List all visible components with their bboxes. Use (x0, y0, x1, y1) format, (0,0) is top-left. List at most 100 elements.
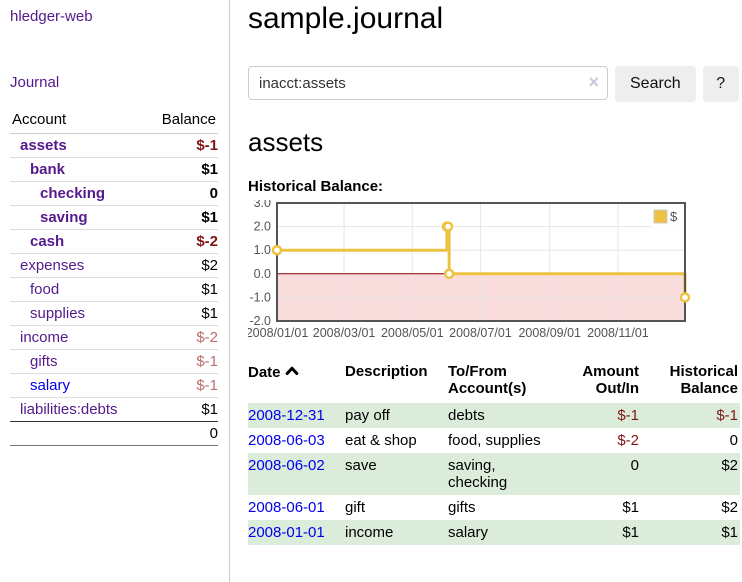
register-table: Date Description To/From Account(s) Amou… (248, 361, 740, 545)
app-brand-link[interactable]: hledger-web (10, 8, 93, 25)
account-balance: $-1 (144, 373, 218, 398)
register-row: 2008-01-01 income salary $1 $1 (248, 520, 740, 545)
register-row: 2008-06-01 gift gifts $1 $2 (248, 495, 740, 520)
accounts-total-balance: 0 (144, 421, 218, 446)
sort-ascending-icon (285, 363, 299, 380)
register-header-description: Description (345, 363, 428, 380)
transaction-description: income (345, 524, 394, 541)
svg-text:2008/09/01: 2008/09/01 (518, 326, 581, 340)
register-table-body: 2008-12-31 pay off debts $-1 $-1 2008-06-03 ea… (248, 403, 740, 545)
account-link[interactable]: supplies (30, 305, 86, 322)
transaction-accounts: food, supplies (448, 432, 541, 449)
svg-text:1.0: 1.0 (254, 243, 271, 257)
account-row: income $-2 (10, 325, 218, 350)
svg-text:2008/05/01: 2008/05/01 (381, 326, 444, 340)
account-link[interactable]: gifts (30, 353, 58, 370)
transaction-accounts: debts (448, 407, 485, 424)
account-balance: 0 (144, 181, 218, 206)
help-button[interactable]: ? (702, 66, 739, 102)
historical-balance-chart: 3.0 2.0 1.0 0.0 -1.0 -2.0 2008/01/01 2008/03/01… (246, 196, 742, 347)
account-balance: $-1 (144, 133, 218, 158)
accounts-table-body: assets $-1 bank $1 checking 0 saving $1 cash $-2 e… (10, 133, 218, 422)
transaction-date-link[interactable]: 2008-01-01 (248, 524, 325, 541)
register-header-balance: Historical Balance (669, 363, 738, 397)
account-link[interactable]: assets (20, 137, 67, 154)
account-link[interactable]: saving (40, 209, 88, 226)
svg-text:2008/01/01: 2008/01/01 (248, 326, 308, 340)
transaction-date-link[interactable]: 2008-06-01 (248, 499, 325, 516)
search-input[interactable] (248, 66, 608, 100)
search-button[interactable]: Search (615, 66, 696, 102)
account-link[interactable]: salary (30, 377, 71, 394)
svg-text:2008/03/01: 2008/03/01 (313, 326, 376, 340)
transaction-description: save (345, 457, 377, 474)
account-row: food $1 (10, 277, 218, 302)
account-link[interactable]: cash (30, 233, 65, 250)
account-row: checking 0 (10, 181, 218, 206)
account-row: expenses $2 (10, 253, 218, 278)
account-row: assets $-1 (10, 133, 218, 158)
svg-text:2008/07/01: 2008/07/01 (449, 326, 512, 340)
account-row: saving $1 (10, 205, 218, 230)
account-balance: $-2 (144, 325, 218, 350)
account-row: salary $-1 (10, 373, 218, 398)
account-balance: $1 (144, 397, 218, 422)
account-heading: assets (248, 127, 324, 157)
register-row: 2008-06-02 save saving, checking 0 $2 (248, 453, 740, 495)
account-row: cash $-2 (10, 229, 218, 254)
account-link[interactable]: checking (40, 185, 106, 202)
transaction-amount: $1 (622, 524, 639, 541)
register-row: 2008-12-31 pay off debts $-1 $-1 (248, 403, 740, 428)
accounts-table: Account Balance assets $-1 bank $1 checking 0… (10, 107, 218, 446)
account-balance: $1 (144, 205, 218, 230)
chart-legend-label: $ (670, 209, 678, 224)
transaction-balance: $1 (721, 524, 738, 541)
account-link[interactable]: income (20, 329, 69, 346)
account-link[interactable]: bank (30, 161, 66, 178)
transaction-date-link[interactable]: 2008-06-03 (248, 432, 325, 449)
transaction-accounts: saving, checking (448, 457, 508, 491)
transaction-balance: $2 (721, 457, 738, 474)
transaction-amount: $-1 (617, 407, 639, 424)
transaction-balance: $2 (721, 499, 738, 516)
svg-text:2008/11/01: 2008/11/01 (587, 326, 649, 340)
transaction-balance: 0 (729, 432, 738, 449)
accounts-header-balance: Balance (144, 107, 218, 134)
account-link[interactable]: food (30, 281, 60, 298)
account-row: supplies $1 (10, 301, 218, 326)
account-balance: $2 (144, 253, 218, 278)
svg-text:2.0: 2.0 (254, 220, 271, 234)
register-header-date[interactable]: Date (248, 361, 345, 403)
page-title: sample.journal (248, 2, 444, 35)
account-link[interactable]: liabilities:debts (20, 401, 118, 418)
account-balance: $1 (144, 277, 218, 302)
sidebar-item-journal[interactable]: Journal (10, 74, 60, 91)
register-table-header: Date Description To/From Account(s) Amou… (248, 361, 740, 403)
transaction-amount: $-2 (617, 432, 639, 449)
account-balance: $1 (144, 301, 218, 326)
register-header-amount: Amount Out/In (582, 363, 639, 397)
transaction-accounts: gifts (448, 499, 476, 516)
account-row: gifts $-1 (10, 349, 218, 374)
account-balance: $1 (144, 157, 218, 182)
main-content: sample.journal × Search ? assets Histori… (246, 0, 742, 545)
accounts-table-header: Account Balance (10, 107, 218, 134)
account-link[interactable]: expenses (20, 257, 85, 274)
account-row: liabilities:debts $1 (10, 397, 218, 422)
register-row: 2008-06-03 eat & shop food, supplies $-2 0 (248, 428, 740, 453)
svg-text:-2.0: -2.0 (249, 314, 271, 328)
transaction-date-link[interactable]: 2008-12-31 (248, 407, 325, 424)
transaction-date-link[interactable]: 2008-06-02 (248, 457, 325, 474)
accounts-total-row: 0 (10, 421, 218, 446)
sidebar: hledger-web Journal Account Balance asse… (0, 0, 230, 582)
transaction-description: eat & shop (345, 432, 417, 449)
svg-text:3.0: 3.0 (254, 200, 271, 210)
accounts-header-account: Account (10, 107, 145, 134)
chart-legend: $ (651, 207, 683, 227)
accounts-total-spacer (10, 421, 145, 446)
svg-text:0.0: 0.0 (254, 267, 271, 281)
clear-search-icon[interactable]: × (588, 72, 599, 92)
svg-text:-1.0: -1.0 (249, 290, 271, 304)
transaction-balance: $-1 (716, 407, 738, 424)
